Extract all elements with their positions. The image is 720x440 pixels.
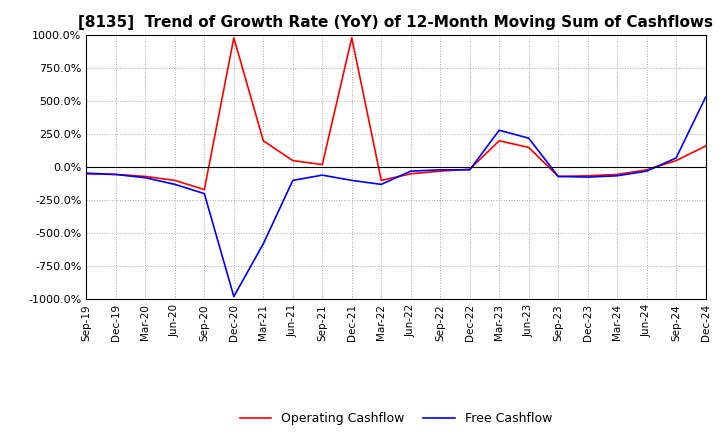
Free Cashflow	[377, 182, 386, 187]
Free Cashflow	[701, 95, 710, 100]
Operating Cashflow	[82, 171, 91, 176]
Free Cashflow	[642, 169, 651, 174]
Operating Cashflow	[259, 138, 268, 143]
Free Cashflow	[465, 167, 474, 172]
Operating Cashflow	[436, 169, 444, 174]
Operating Cashflow	[642, 167, 651, 172]
Operating Cashflow	[583, 173, 592, 178]
Operating Cashflow	[318, 162, 327, 167]
Free Cashflow	[495, 128, 503, 133]
Free Cashflow	[583, 174, 592, 180]
Operating Cashflow	[230, 35, 238, 40]
Free Cashflow	[672, 155, 680, 161]
Operating Cashflow	[613, 172, 621, 177]
Operating Cashflow	[672, 158, 680, 163]
Title: [8135]  Trend of Growth Rate (YoY) of 12-Month Moving Sum of Cashflows: [8135] Trend of Growth Rate (YoY) of 12-…	[78, 15, 714, 30]
Operating Cashflow	[701, 143, 710, 149]
Free Cashflow	[112, 172, 120, 177]
Free Cashflow	[436, 167, 444, 172]
Free Cashflow	[141, 175, 150, 180]
Operating Cashflow	[377, 178, 386, 183]
Free Cashflow	[289, 178, 297, 183]
Free Cashflow	[406, 169, 415, 174]
Free Cashflow	[318, 172, 327, 178]
Operating Cashflow	[465, 166, 474, 172]
Operating Cashflow	[406, 171, 415, 176]
Free Cashflow	[524, 136, 533, 141]
Operating Cashflow	[348, 35, 356, 40]
Free Cashflow	[82, 170, 91, 176]
Operating Cashflow	[289, 158, 297, 163]
Free Cashflow	[200, 191, 209, 196]
Operating Cashflow	[554, 174, 562, 179]
Free Cashflow	[554, 174, 562, 179]
Legend: Operating Cashflow, Free Cashflow: Operating Cashflow, Free Cashflow	[235, 407, 557, 430]
Free Cashflow	[171, 182, 179, 187]
Operating Cashflow	[112, 172, 120, 177]
Operating Cashflow	[495, 138, 503, 143]
Free Cashflow	[348, 178, 356, 183]
Free Cashflow	[230, 294, 238, 299]
Operating Cashflow	[200, 187, 209, 192]
Operating Cashflow	[141, 174, 150, 179]
Operating Cashflow	[524, 145, 533, 150]
Line: Free Cashflow: Free Cashflow	[86, 97, 706, 297]
Line: Operating Cashflow: Operating Cashflow	[86, 38, 706, 190]
Operating Cashflow	[171, 178, 179, 183]
Free Cashflow	[259, 241, 268, 246]
Free Cashflow	[613, 173, 621, 178]
